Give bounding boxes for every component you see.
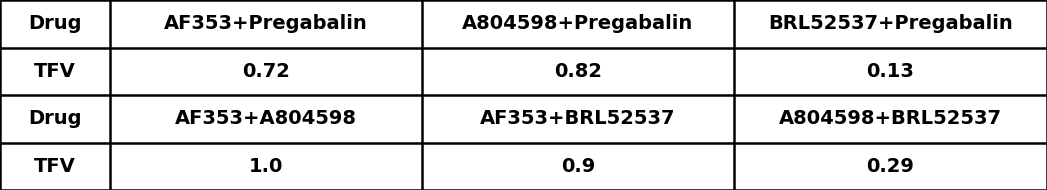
Text: AF353+Pregabalin: AF353+Pregabalin [164, 14, 367, 33]
Text: TFV: TFV [35, 62, 75, 81]
Text: AF353+A804598: AF353+A804598 [175, 109, 357, 128]
Text: A804598+BRL52537: A804598+BRL52537 [779, 109, 1002, 128]
Text: Drug: Drug [28, 109, 82, 128]
Text: 1.0: 1.0 [249, 157, 283, 176]
Text: A804598+Pregabalin: A804598+Pregabalin [463, 14, 693, 33]
Text: 0.9: 0.9 [561, 157, 595, 176]
Text: 0.72: 0.72 [242, 62, 290, 81]
Text: AF353+BRL52537: AF353+BRL52537 [481, 109, 675, 128]
Text: Drug: Drug [28, 14, 82, 33]
Text: 0.13: 0.13 [867, 62, 914, 81]
Text: 0.82: 0.82 [554, 62, 602, 81]
Text: BRL52537+Pregabalin: BRL52537+Pregabalin [768, 14, 1012, 33]
Text: TFV: TFV [35, 157, 75, 176]
Text: 0.29: 0.29 [867, 157, 914, 176]
